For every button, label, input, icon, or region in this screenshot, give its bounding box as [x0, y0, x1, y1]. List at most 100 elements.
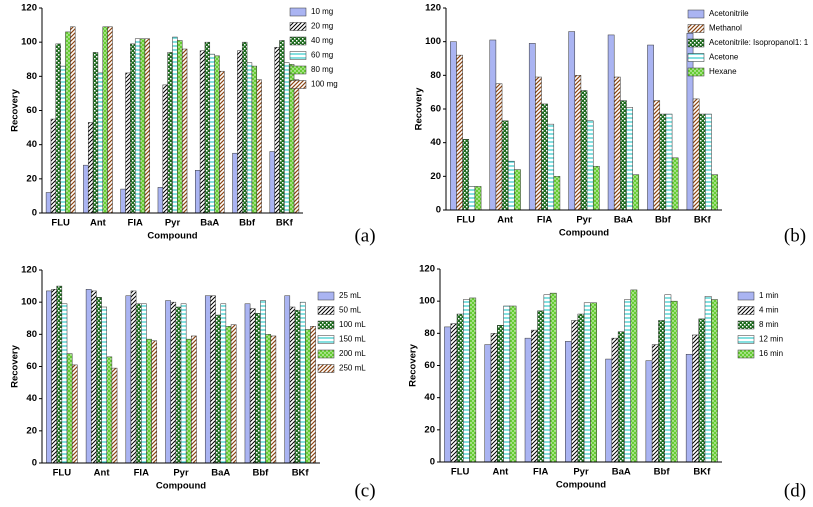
bar [501, 120, 509, 211]
legend-swatch [317, 291, 335, 301]
y-tick-label: 0 [436, 205, 441, 216]
legend-swatch [289, 65, 307, 75]
x-tick-label: FIA [533, 467, 548, 478]
y-tick-label: 80 [26, 329, 37, 340]
legend-label: 40 mg [311, 36, 333, 45]
bar [284, 62, 290, 214]
legend-swatch [687, 9, 705, 19]
bar [611, 337, 619, 463]
bar [134, 38, 141, 214]
bar [299, 301, 306, 464]
bar [210, 295, 216, 464]
y-tick-label: 0 [32, 208, 37, 219]
bar [692, 98, 700, 211]
x-tick-label: BKf [693, 467, 711, 478]
bar [87, 122, 94, 214]
bar [664, 294, 672, 463]
bar [586, 120, 594, 211]
legend-swatch [317, 335, 335, 344]
bar [456, 313, 464, 463]
legend-label: 10 mg [311, 7, 333, 16]
bar [711, 174, 718, 211]
bar [51, 289, 57, 464]
bar [61, 303, 68, 464]
bar [167, 52, 173, 214]
bar [463, 299, 470, 463]
bar [605, 358, 613, 463]
x-tick-label: Ant [493, 467, 510, 478]
bar [85, 289, 92, 464]
bar [711, 299, 718, 463]
bar [528, 43, 536, 211]
bar [626, 107, 633, 211]
x-tick-label: Bbf [654, 467, 671, 478]
bar [489, 39, 497, 211]
x-axis-title: Compound [147, 231, 197, 242]
legend-swatch [317, 306, 335, 315]
bar [230, 324, 237, 464]
legend-label: 200 mL [339, 349, 366, 358]
legend-swatch [737, 306, 755, 315]
bar [194, 170, 201, 214]
bar [65, 31, 71, 214]
bar [46, 290, 52, 464]
bar [574, 75, 582, 211]
axis-line [445, 8, 722, 211]
x-tick-label: FIA [537, 215, 552, 226]
legend-label: 80 mg [311, 65, 333, 74]
bar [553, 176, 561, 211]
y-axis-title: Recovery [10, 88, 21, 131]
bar [83, 164, 89, 214]
bar [90, 290, 97, 464]
bar [474, 186, 482, 211]
bar [70, 26, 76, 214]
bar [620, 100, 627, 211]
bar [274, 47, 280, 214]
bar [139, 38, 146, 214]
x-tick-label: Pyr [165, 218, 181, 229]
bar [172, 36, 178, 214]
legend-swatch [289, 80, 307, 89]
y-tick-label: 100 [425, 36, 441, 47]
bar [659, 113, 667, 211]
legend-swatch [737, 335, 755, 344]
y-tick-label: 80 [424, 328, 435, 339]
bar [191, 335, 197, 464]
bar [583, 302, 591, 463]
x-tick-label: BKf [694, 215, 712, 226]
bar [503, 305, 511, 463]
bar [632, 174, 640, 211]
bar [232, 152, 238, 214]
y-tick-label: 20 [424, 424, 435, 435]
bar [698, 113, 706, 211]
bar [537, 310, 545, 463]
legend-label: 8 min [759, 320, 779, 329]
x-tick-label: BaA [614, 215, 633, 226]
legend-label: 100 mg [311, 80, 338, 89]
bar [456, 54, 463, 211]
bar [162, 84, 168, 214]
bar [255, 313, 261, 464]
bar [45, 192, 52, 214]
bar [495, 83, 503, 211]
bar [704, 296, 712, 463]
bar [215, 314, 221, 464]
bar [180, 303, 187, 464]
bar [624, 299, 631, 463]
bar [175, 306, 182, 464]
bar [450, 41, 457, 211]
bar [270, 335, 277, 464]
bar [55, 43, 61, 214]
bar [225, 326, 232, 464]
bar [92, 52, 99, 214]
bar [260, 300, 266, 464]
bar [658, 320, 665, 463]
bar [246, 62, 253, 214]
bar [269, 151, 275, 214]
legend-label: 50 mL [339, 306, 362, 315]
bar [565, 341, 572, 463]
bar [111, 367, 118, 464]
bar [60, 65, 66, 214]
bar [450, 323, 458, 463]
bar [531, 329, 538, 463]
